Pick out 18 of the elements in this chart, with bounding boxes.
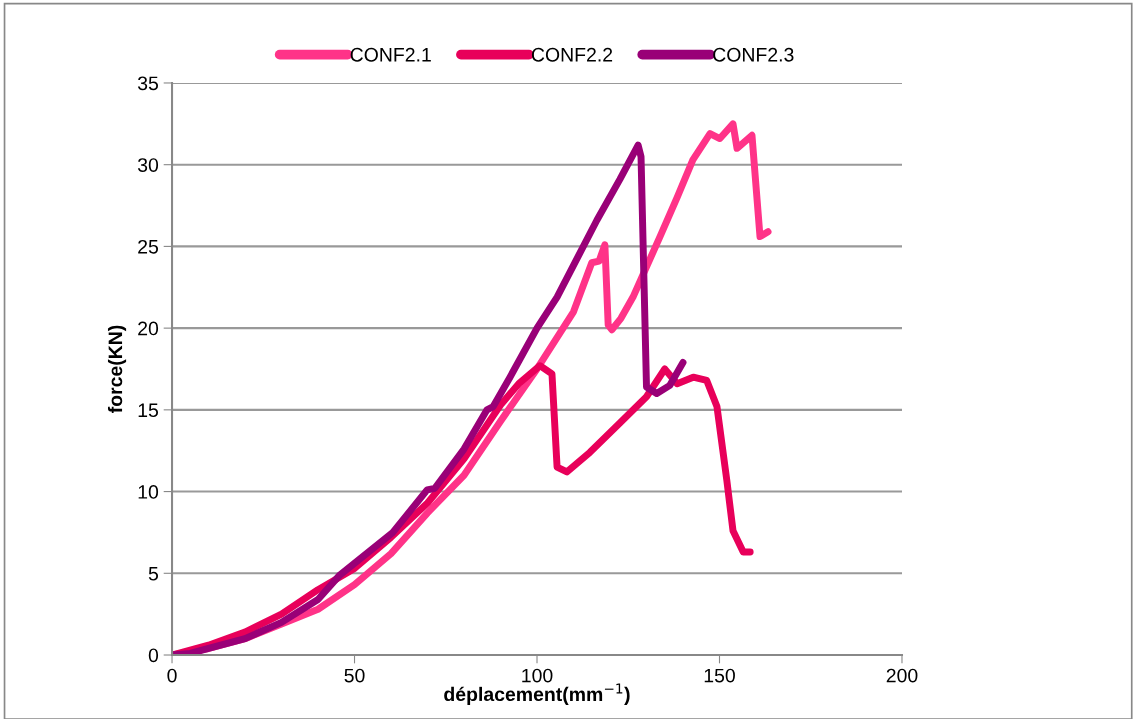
x-tick-label: 50 — [344, 668, 365, 683]
y-tick-label: 30 — [137, 158, 159, 172]
legend-label: CONF2.1 — [350, 47, 431, 62]
y-tick-label: 35 — [137, 76, 159, 91]
legend-label: CONF2.2 — [531, 47, 613, 62]
y-axis-title: force(KN) — [107, 325, 127, 413]
x-tick-label: 200 — [886, 668, 918, 683]
y-tick-label: 20 — [138, 321, 159, 336]
y-tick-label: 15 — [138, 403, 159, 418]
x-tick-label: 150 — [704, 668, 735, 683]
y-tick-label: 10 — [138, 485, 159, 499]
x-axis-title: déplacement(mm$^{−1}$) — [444, 683, 630, 705]
x-tick-label: 100 — [522, 668, 553, 683]
y-tick-label: 0 — [148, 648, 159, 663]
y-tick-label: 25 — [138, 239, 159, 254]
legend-label: CONF2.3 — [713, 47, 794, 62]
y-tick-label: 5 — [148, 566, 159, 581]
x-tick-label: 0 — [167, 668, 177, 683]
